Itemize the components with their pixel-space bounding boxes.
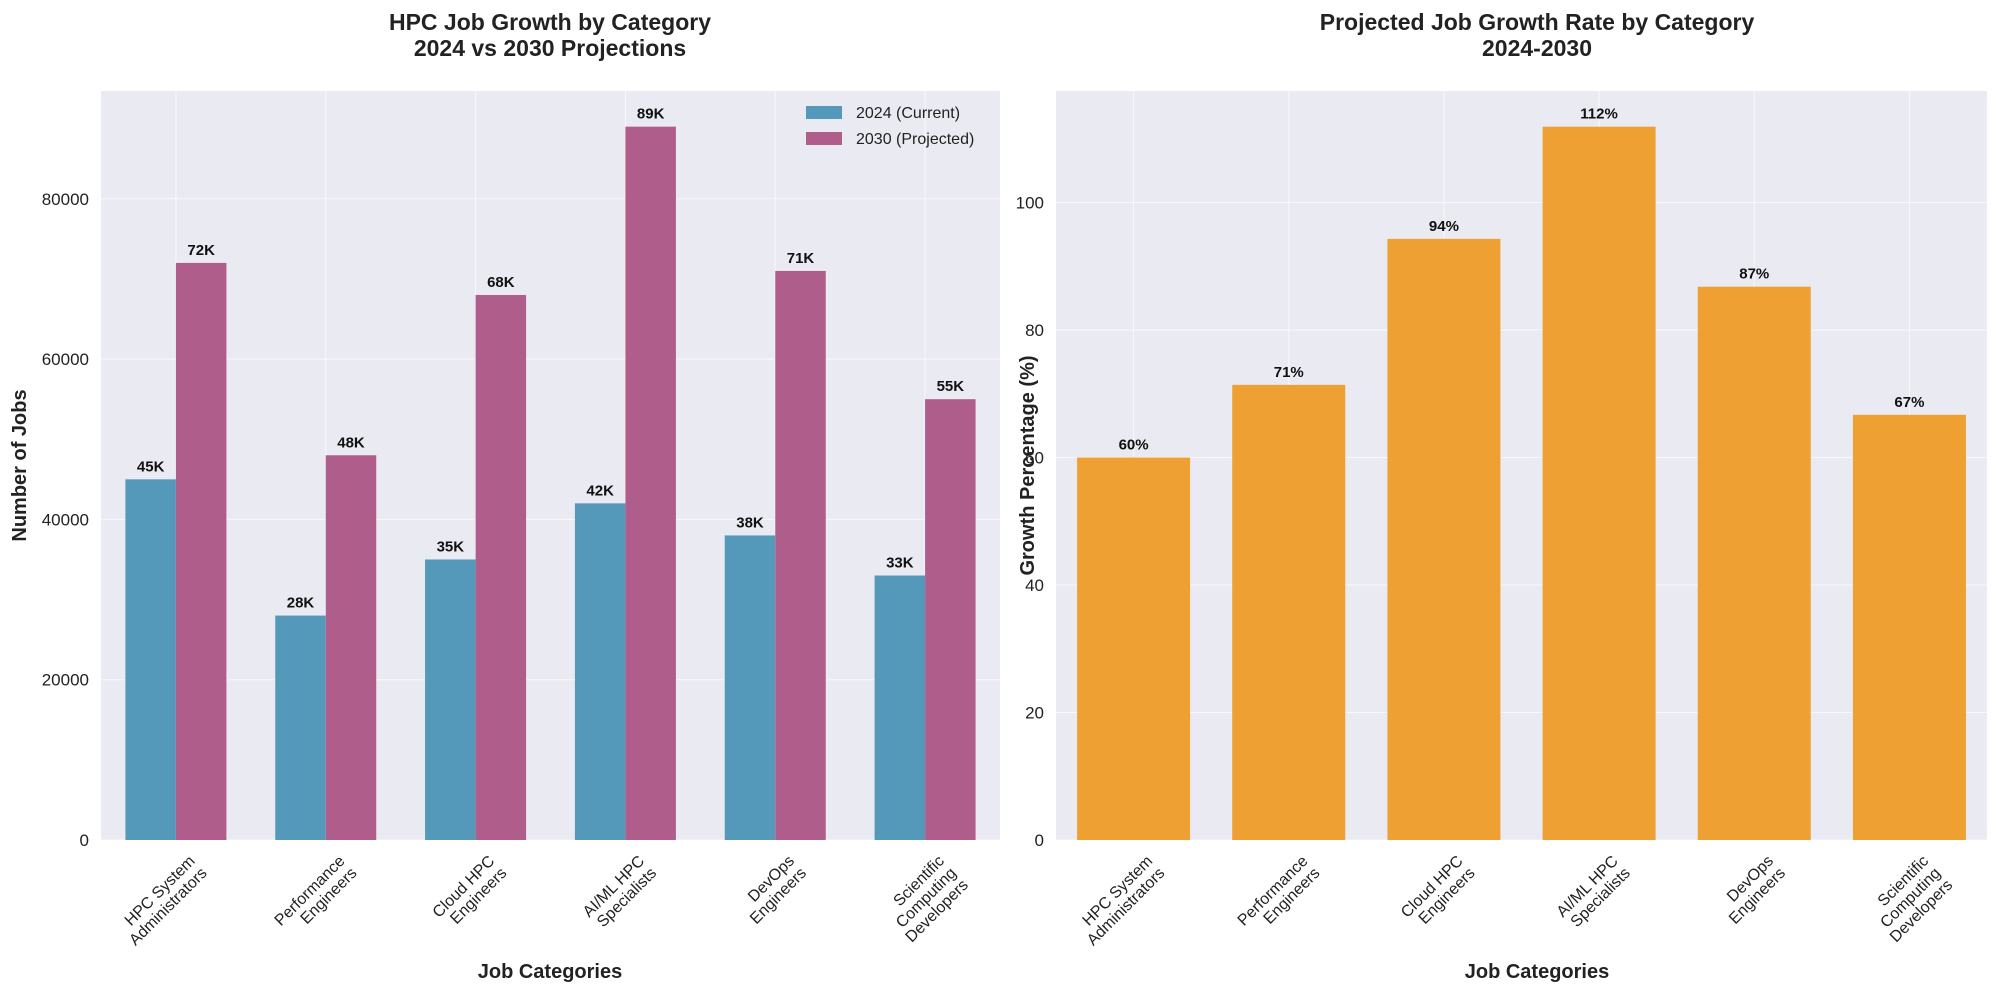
legend-entry: 2024 (Current) [856,105,960,122]
legend: 2024 (Current) 2030 (Projected) [806,105,974,148]
y-tick-label: 40 [1025,576,1044,595]
bar-value-label: 94% [1429,218,1459,235]
y-axis-label: Number of Jobs [9,389,31,541]
plot-background [1056,91,1987,840]
bar-growth [1232,384,1346,840]
plot-background [101,91,1000,840]
bar-2030 [775,270,826,840]
bar-2024 [275,615,326,840]
bar-value-label: 55K [937,378,965,395]
x-axis-label: Job Categories [1465,961,1609,983]
bar-2030 [625,126,676,840]
bar-growth [1852,414,1966,840]
bar-value-label: 42K [586,482,614,499]
bar-value-label: 38K [736,514,764,531]
bar-value-label: 28K [287,595,315,612]
y-tick-label: 80000 [42,190,89,209]
bar-2024 [425,559,476,840]
bar-2024 [874,575,926,840]
y-tick-label: 20000 [42,671,89,690]
chart-subtitle: 2024-2030 [1482,35,1592,61]
legend-entry: 2030 (Projected) [856,131,974,148]
y-tick-label: 80 [1025,321,1044,340]
y-tick-label: 40000 [42,510,89,529]
bar-value-label: 72K [187,242,215,259]
chart-title: Projected Job Growth Rate by Category [1320,9,1755,35]
chart-panel-2: 0 20 40 60 80 100 Projected Job Growth Rate by… [1016,9,1987,983]
bar-value-label: 68K [487,274,515,291]
bar-value-label: 48K [337,434,365,451]
bar-2030 [325,455,377,840]
bar-value-label: 35K [437,538,465,555]
bar-2024 [574,503,626,840]
bar-growth [1542,126,1656,840]
y-axis-label: Growth Percentage (%) [1017,355,1039,575]
bar-value-label: 60% [1119,437,1149,454]
chart-title: HPC Job Growth by Category [389,9,711,35]
legend-swatch [806,106,842,119]
y-tick-label: 0 [80,831,89,850]
x-axis-label: Job Categories [478,961,622,983]
y-tick-label: 60000 [42,350,89,369]
bar-2024 [724,535,776,840]
y-tick-label: 20 [1025,704,1044,723]
bar-2030 [925,399,976,840]
bar-2024 [125,479,176,840]
bar-2030 [475,294,527,840]
bar-value-label: 89K [637,106,665,123]
bar-value-label: 67% [1894,394,1924,411]
bar-value-label: 87% [1739,266,1769,283]
bar-2030 [175,262,227,840]
legend-swatch [806,132,842,145]
y-tick-label: 60 [1025,449,1044,468]
bar-value-label: 45K [137,458,165,475]
bar-value-label: 71% [1274,364,1304,381]
bar-growth [1077,457,1191,840]
chart-subtitle: 2024 vs 2030 Projections [414,35,686,61]
chart-panel-1: 0 20000 40000 60000 80000 HPC Job Growth by C… [9,9,1000,983]
y-tick-label: 0 [1035,831,1044,850]
bar-value-label: 112% [1580,106,1618,123]
y-tick-label: 100 [1016,194,1044,213]
bar-value-label: 33K [886,555,914,572]
bar-growth [1387,238,1501,840]
bar-growth [1697,286,1811,840]
bar-value-label: 71K [787,250,815,267]
